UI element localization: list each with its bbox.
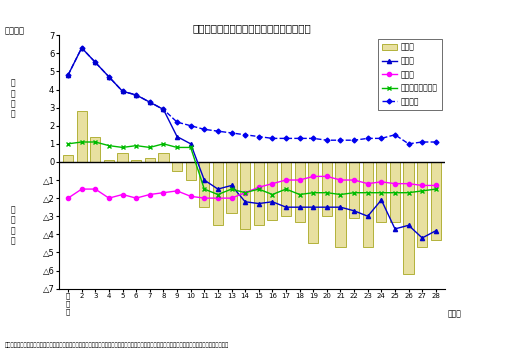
Text: 転
入
超
過: 転 入 超 過	[10, 78, 15, 119]
Bar	[295, 162, 305, 222]
Bar	[76, 111, 87, 162]
Text: 転
出
超
過: 転 出 超 過	[10, 205, 15, 245]
Bar	[376, 162, 386, 222]
Bar	[186, 162, 196, 180]
Bar	[253, 162, 264, 225]
Bar	[131, 160, 142, 162]
Bar	[417, 162, 428, 247]
Bar	[308, 162, 318, 243]
Bar	[172, 162, 182, 171]
Bar	[63, 155, 73, 162]
Text: 注）　合計には，「生活環境の都市化」，「自治体変上」，「気候の都市化」，「その他」及び「不詳（日本人移住の配置・帰依）」によるものを含む。: 注） 合計には，「生活環境の都市化」，「自治体変上」，「気候の都市化」，「その他…	[5, 343, 230, 348]
Bar	[145, 158, 155, 162]
Title: 日本人の主な移動理由別転入転出差の推移: 日本人の主な移動理由別転入転出差の推移	[192, 23, 312, 33]
Bar	[431, 162, 441, 240]
Bar	[281, 162, 291, 216]
Bar	[104, 160, 114, 162]
Bar	[404, 162, 414, 274]
Bar	[267, 162, 277, 220]
Legend: 合　計, 職業上, 学業上, 結婚・離婚・縁組, 住宅事情: 合 計, 職業上, 学業上, 結婚・離婚・縁組, 住宅事情	[378, 39, 441, 110]
Text: （千人）: （千人）	[5, 26, 25, 36]
Bar	[240, 162, 250, 229]
Bar	[349, 162, 359, 218]
Bar	[335, 162, 346, 247]
Bar	[362, 162, 373, 247]
Bar	[199, 162, 209, 207]
Bar	[118, 153, 128, 162]
Bar	[322, 162, 332, 216]
Bar	[227, 162, 237, 213]
Bar	[158, 153, 168, 162]
Bar	[213, 162, 223, 225]
Bar	[90, 137, 100, 162]
Text: 〔年〕: 〔年〕	[448, 310, 462, 319]
Bar	[390, 162, 400, 222]
